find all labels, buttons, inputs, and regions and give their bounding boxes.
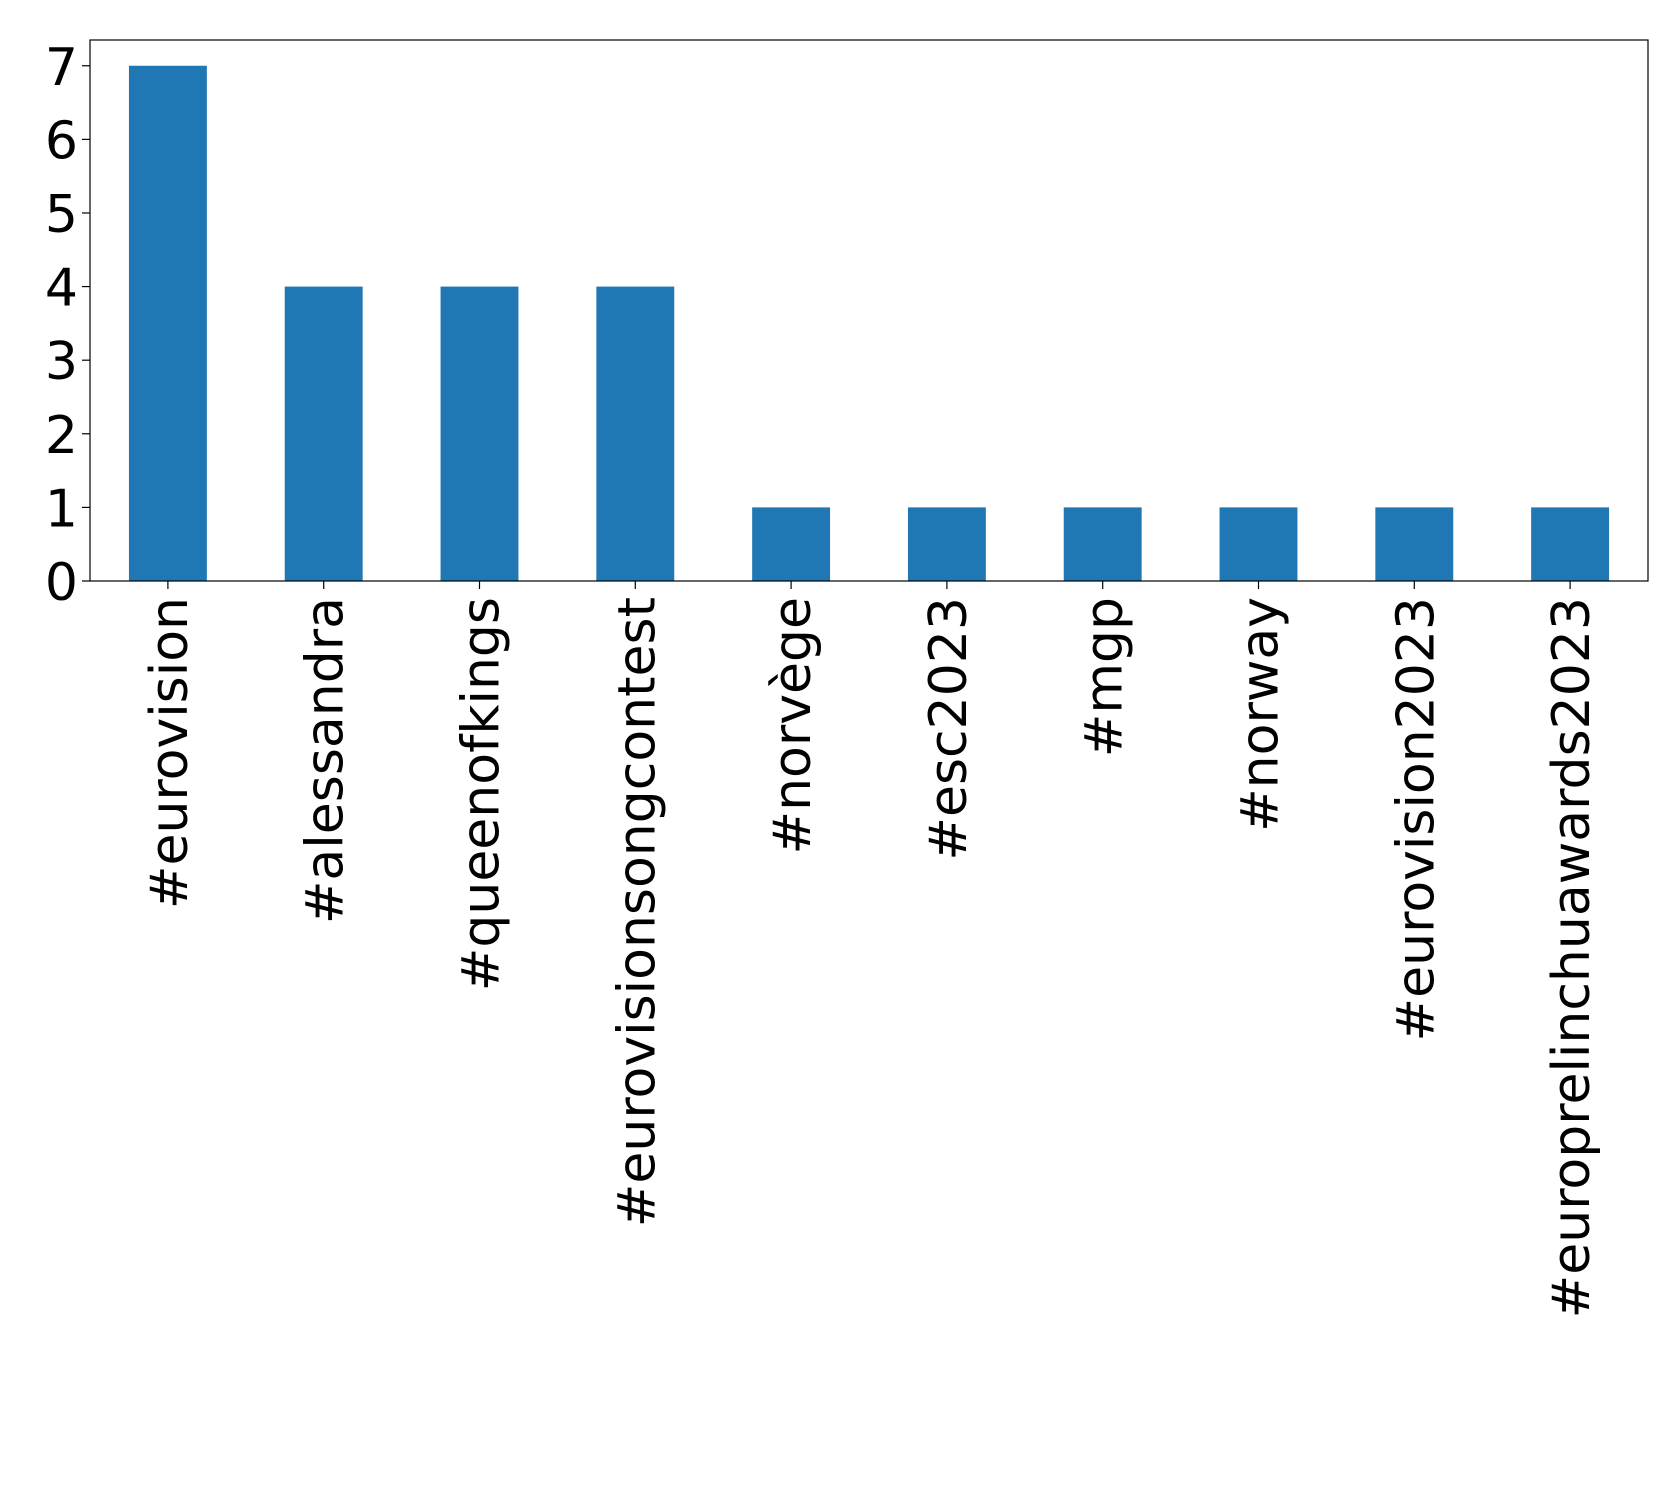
bar [1219, 507, 1298, 581]
x-tick-label: #queenofkings [452, 597, 512, 991]
y-tick-label: 1 [45, 479, 78, 539]
x-tick-label: #mgp [1075, 597, 1135, 757]
bar [128, 65, 207, 581]
y-tick-label: 3 [45, 332, 78, 392]
x-tick-label: #europrelinchuawards2023 [1542, 597, 1602, 1318]
y-tick-label: 6 [45, 111, 78, 171]
x-tick-label: #eurovision [140, 597, 200, 909]
x-tick-label: #eurovisionsongcontest [607, 597, 667, 1227]
x-tick-label: #norvège [763, 597, 823, 855]
x-tick-label: #esc2023 [919, 597, 979, 861]
bar [752, 507, 831, 581]
bar [1375, 507, 1454, 581]
y-tick-label: 2 [45, 406, 78, 466]
bar [284, 286, 363, 581]
bar [440, 286, 519, 581]
plot-frame [89, 39, 1649, 582]
y-tick-label: 0 [45, 553, 78, 613]
y-tick-label: 7 [45, 38, 78, 98]
y-tick-label: 4 [45, 259, 78, 319]
bar [1531, 507, 1610, 581]
y-tick-label: 5 [45, 185, 78, 245]
x-tick-label: #eurovision2023 [1386, 597, 1446, 1041]
x-tick-label: #norway [1231, 597, 1291, 832]
x-tick-label: #alessandra [296, 597, 356, 924]
bar [907, 507, 986, 581]
bar [596, 286, 675, 581]
bar [1063, 507, 1142, 581]
